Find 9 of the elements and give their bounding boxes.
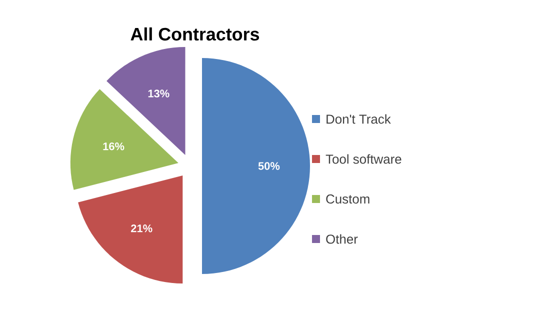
data-label: 16% <box>103 142 124 150</box>
data-label: 21% <box>131 224 152 232</box>
legend-label: Other <box>326 234 358 244</box>
legend-label: Don't Track <box>326 114 391 124</box>
legend-label: Tool software <box>326 154 402 164</box>
legend-label: Custom <box>326 194 370 204</box>
data-label: 13% <box>148 90 170 98</box>
chart-title: All Contractors <box>130 27 260 41</box>
data-label: 50% <box>258 162 280 170</box>
